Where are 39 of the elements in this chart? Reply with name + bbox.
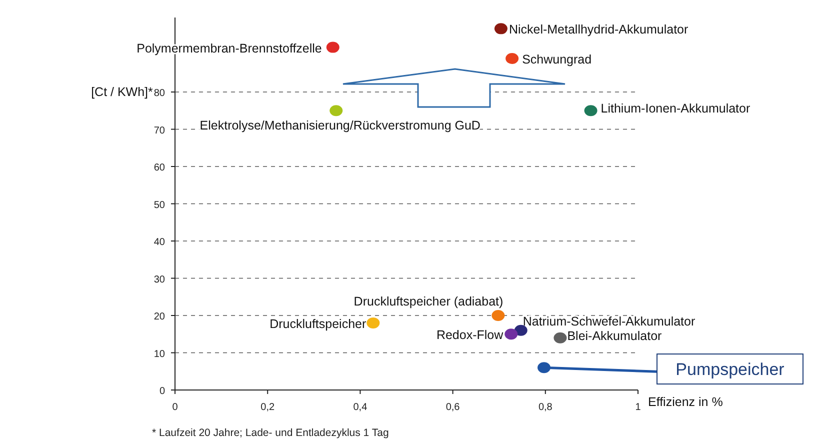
point <box>494 23 508 34</box>
point <box>366 317 380 328</box>
point <box>538 362 551 374</box>
y-tick-label: 50 <box>154 200 166 211</box>
y-tick-label: 80 <box>154 88 166 99</box>
y-tick-label: 70 <box>154 125 166 136</box>
y-tick-label: 40 <box>154 237 166 248</box>
point <box>554 332 567 344</box>
series-label: Elektrolyse/Methanisierung/Rückverstromung GuD <box>200 118 480 133</box>
x-tick-label: 1 <box>635 402 642 413</box>
x-tick-label: 0,4 <box>353 402 368 413</box>
y-tick-label: 30 <box>154 274 166 286</box>
y-tick-label: 10 <box>154 348 166 360</box>
point <box>492 310 505 321</box>
series-label: Natrium-Schwefel-Akkumulator <box>522 314 696 328</box>
series-label: Blei-Akkumulator <box>567 328 662 343</box>
point <box>514 324 528 336</box>
series-label: Schwungrad <box>522 52 592 66</box>
x-tick-label: 0,2 <box>260 402 275 413</box>
point <box>326 42 340 53</box>
y-axis-title: [Ct / KWh]* <box>91 85 154 99</box>
y-tick-label: 0 <box>159 386 166 397</box>
y-tick-label: 60 <box>154 162 166 174</box>
series-label: Lithium-Ionen-Akkumulator <box>600 102 750 116</box>
point <box>330 105 343 116</box>
series-label: Druckluftspeicher <box>270 316 366 331</box>
series-label: Druckluftspeicher (adiabat) <box>354 294 504 308</box>
y-tick-label: 20 <box>154 312 166 322</box>
point <box>506 52 519 64</box>
series-label: Redox-Flow <box>436 328 504 342</box>
x-axis-title: Effizienz in % <box>648 395 723 409</box>
x-tick-label: 0 <box>172 402 178 413</box>
x-tick-label: 0,8 <box>538 402 553 413</box>
series-label: Nickel-Metallhydrid-Akkumulator <box>508 22 688 37</box>
text: Pumpspeicher <box>676 360 785 379</box>
point <box>584 105 598 116</box>
point <box>504 328 518 340</box>
text: * Laufzeit 20 Jahre; Lade- und Entladezyklus 1 Tag <box>152 427 389 439</box>
x-tick-label: 0,6 <box>446 402 460 413</box>
